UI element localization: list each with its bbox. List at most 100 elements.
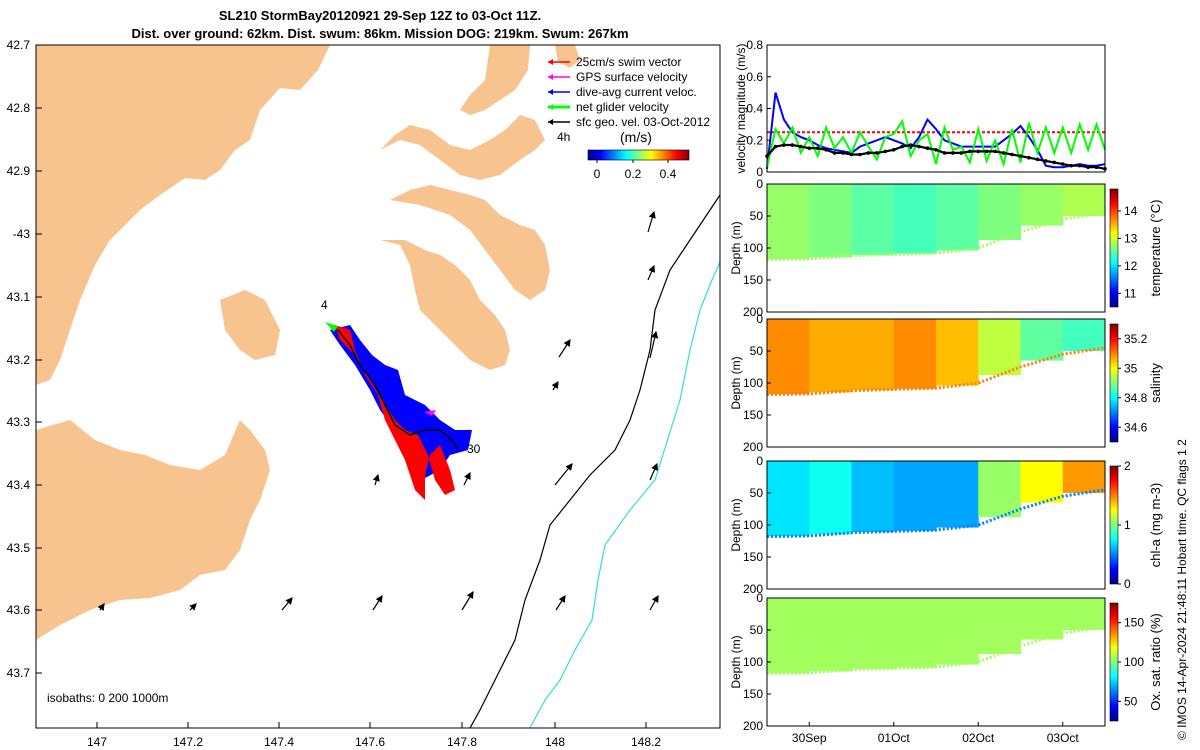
colorbar-tick-label: 35 [1124, 361, 1138, 375]
depth-tick-label: 0 [756, 312, 763, 326]
section-panel-0: 0 50 100 150 200 Depth (m) 11 12 13 14 temperature… [729, 177, 1163, 319]
depth-tick-label: 0 [756, 177, 763, 191]
legend-label: net glider velocity [576, 100, 669, 114]
section-cell [893, 461, 937, 531]
colorbar-tick-label: 100 [1124, 655, 1144, 669]
velocity-point [959, 151, 964, 155]
velocity-point [799, 144, 803, 149]
velocity-point [1077, 163, 1082, 168]
lat-tick-label: 42.7 [7, 38, 31, 52]
time-tick-label: 01Oct [878, 731, 911, 745]
velocity-y-tick-label: 0.4 [746, 102, 763, 116]
velocity-point [773, 144, 778, 149]
legend-label: sfc geo. vel. 03-Oct-2012 [576, 115, 710, 129]
depth-axis-label: Depth (m) [729, 221, 743, 274]
sfc-geo-vectors [97, 210, 659, 611]
credit-text: © IMOS 14-Apr-2024 21:48:11 Hobart time.… [1175, 439, 1189, 740]
velocity-point [883, 149, 888, 154]
land-areas [36, 45, 580, 640]
land-west [36, 45, 330, 385]
depth-axis-label: Depth (m) [729, 635, 743, 688]
section-cell [978, 598, 1021, 654]
colorbar-tick-label: 0 [1124, 577, 1131, 591]
lat-tick-label: 43.1 [7, 290, 31, 304]
section-cell [809, 598, 852, 672]
velocity-point [824, 147, 828, 152]
velocity-point [1060, 162, 1065, 166]
depth-tick-label: 100 [743, 376, 763, 390]
velocity-y-axis-label: velocity magnitude (m/s) [734, 43, 748, 173]
legend-arrowhead [548, 119, 553, 125]
section-cell [1020, 598, 1064, 640]
speed-colorbar-tick-label: 0.4 [660, 167, 677, 181]
depth-tick-label: 50 [750, 623, 764, 637]
legend-label: GPS surface velocity [576, 70, 687, 84]
lat-tick-label: 43.7 [7, 666, 31, 680]
section-panel-3: 0 50 100 150 200 Depth (m) 50 100 150 Ox. sat. ra… [729, 591, 1163, 733]
velocity-point [1001, 151, 1006, 155]
land-southwest [36, 420, 270, 640]
section-cell [809, 461, 852, 535]
section-cell [1062, 598, 1106, 630]
section-bottom-edge [766, 211, 1106, 261]
velocity-point [866, 151, 871, 155]
section-cell [1020, 184, 1064, 226]
figure-title-line-2: Dist. over ground: 62km. Dist. swum: 86k… [131, 26, 629, 41]
lon-tick-label: 147.4 [264, 735, 294, 749]
colorbar-tick-label: 1 [1124, 518, 1131, 532]
section-cell [767, 598, 810, 674]
dive-avg-current-vectors [330, 325, 472, 478]
velocity-point [1027, 155, 1031, 160]
figure-title-line-1: SL210 StormBay20120921 29-Sep 12Z to 03-… [218, 8, 542, 23]
lat-tick-label: 43.3 [7, 415, 31, 429]
depth-axis-label: Depth (m) [729, 356, 743, 409]
legend-label: 25cm/s swim vector [576, 55, 681, 69]
depth-tick-label: 0 [756, 591, 763, 605]
section-panel-1: 0 50 100 150 200 Depth (m) 34.6 34.8 35 35.2 salin… [729, 312, 1163, 454]
lon-tick-label: 147.2 [173, 735, 203, 749]
section-cell [936, 319, 979, 386]
section-colorbar [1109, 188, 1119, 308]
section-cell [893, 184, 937, 254]
land-northeast [460, 45, 530, 115]
lon-tick-label: 148.2 [631, 735, 661, 749]
velocity-point [1052, 160, 1057, 165]
section-cell [767, 319, 810, 395]
depth-tick-label: 0 [756, 454, 763, 468]
speed-colorbar-tick-label: 0.2 [625, 167, 642, 181]
velocity-point [1018, 154, 1023, 158]
section-cell [1020, 461, 1064, 503]
lat-tick-label: -43 [13, 227, 31, 241]
land-tasman-peninsula [380, 115, 545, 180]
legend-arrowhead [548, 104, 553, 110]
velocity-point [1094, 165, 1099, 170]
land-south-peninsula [220, 290, 280, 360]
velocity-y-tick-label: 0.2 [746, 133, 763, 147]
section-colorbar [1109, 465, 1119, 585]
section-bottom-edge [766, 625, 1106, 675]
velocity-point [968, 149, 972, 154]
time-axis: 30Sep 01Oct 02Oct 03Oct [792, 722, 1079, 745]
net-glider-velocity-start [325, 322, 338, 332]
section-colorbar [1109, 602, 1119, 722]
colorbar-tick-label: 11 [1124, 286, 1137, 300]
depth-tick-label: 200 [743, 440, 763, 454]
velocity-point [1035, 157, 1040, 162]
velocity-point [934, 147, 938, 152]
depth-tick-label: 150 [743, 408, 763, 422]
track-start-label: 4 [321, 298, 328, 312]
lat-tick-label: 42.8 [7, 101, 31, 115]
colorbar-unit-label: (m/s) [620, 129, 652, 145]
colorbar-label: chl-a (mg m-3) [1148, 483, 1163, 568]
colorbar-tick-label: 34.8 [1124, 391, 1148, 405]
velocity-point [976, 149, 981, 154]
glider-track [325, 322, 472, 500]
lat-tick-label: 43.6 [7, 603, 31, 617]
section-cell [936, 184, 979, 251]
section-cell [936, 598, 979, 665]
depth-tick-label: 50 [750, 486, 764, 500]
depth-tick-label: 50 [750, 209, 764, 223]
